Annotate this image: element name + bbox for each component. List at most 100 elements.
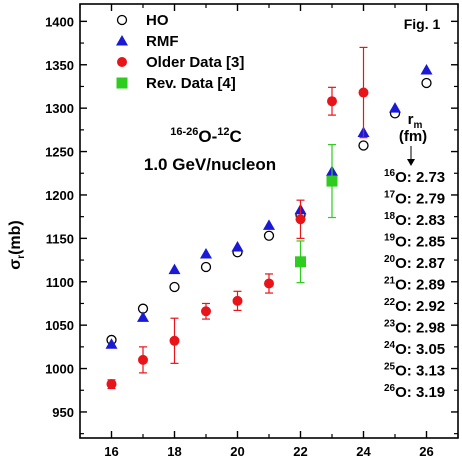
radius-entry: 19O: 2.85	[384, 233, 445, 251]
legend-marker	[116, 77, 128, 89]
y-tick-label: 1400	[45, 14, 74, 29]
radius-mass-number: 17	[384, 190, 396, 201]
y-tick-label: 1050	[45, 318, 74, 333]
data-point	[105, 338, 118, 349]
x-tick-label: 16	[104, 444, 118, 459]
data-point	[327, 96, 337, 107]
data-point	[231, 241, 244, 252]
radius-mass-number: 21	[384, 276, 396, 287]
reaction-title: 16-26O-12C	[170, 126, 242, 146]
fig-label: Fig. 1	[404, 16, 441, 32]
legend-marker	[117, 57, 127, 67]
x-tick-label: 22	[293, 444, 307, 459]
rm-header: rm	[408, 111, 423, 131]
data-point	[358, 87, 369, 98]
radius-value: O: 3.13	[395, 363, 445, 380]
data-point	[169, 281, 180, 293]
radius-value: O: 2.89	[395, 277, 445, 294]
rm-arrow-head	[407, 159, 415, 166]
data-point	[420, 63, 433, 75]
data-point	[326, 175, 338, 187]
data-point	[200, 261, 212, 273]
data-point	[201, 306, 211, 317]
x-tick-label: 18	[167, 444, 181, 459]
x-tick-label: 26	[419, 444, 433, 459]
radius-entry: 18O: 2.83	[384, 211, 445, 229]
radius-entry: 17O: 2.79	[384, 190, 445, 208]
legend-label: Rev. Data [4]	[146, 75, 236, 92]
radius-value: O: 2.92	[395, 298, 445, 315]
radius-mass-number: 22	[384, 297, 396, 308]
data-point	[263, 219, 275, 230]
y-tick-label: 1000	[45, 362, 74, 377]
beam-energy: 1.0 GeV/nucleon	[144, 155, 276, 174]
x-tick-label: 20	[230, 444, 244, 459]
data-point	[106, 379, 117, 390]
data-point	[137, 311, 149, 322]
radius-value: O: 2.87	[395, 255, 445, 272]
radius-mass-number: 25	[384, 362, 396, 373]
radius-mass-number: 23	[384, 319, 396, 330]
series-older-data-3	[106, 46, 369, 390]
y-tick-label: 1350	[45, 58, 74, 73]
radius-value: O: 2.85	[395, 234, 445, 251]
data-point	[421, 77, 432, 89]
y-tick-label: 950	[52, 405, 74, 420]
tick-labels-layer: 16 18 20 22 24 26 950 1000 1050 1100 1150 1200 1250 1…	[45, 14, 434, 459]
y-tick-label: 1200	[45, 188, 74, 203]
legend-marker	[116, 35, 128, 46]
radius-mass-number: 20	[384, 254, 396, 265]
reaction-target-mass: 12	[217, 126, 229, 138]
plot-frame	[79, 3, 459, 439]
radius-entry: 23O: 2.98	[384, 319, 445, 337]
data-point	[389, 102, 401, 113]
data-point	[138, 354, 148, 365]
radius-value: O: 2.79	[395, 191, 445, 208]
radius-entry: 25O: 3.13	[384, 362, 445, 380]
data-point	[358, 140, 369, 151]
reaction-target: C	[230, 127, 242, 146]
radius-entry: 16O: 2.73	[384, 168, 445, 186]
radius-mass-number: 26	[384, 383, 396, 394]
series-ho	[106, 77, 432, 346]
y-tick-label: 1100	[46, 275, 74, 290]
radius-mass-number: 18	[384, 211, 396, 222]
rm-unit: (fm)	[399, 128, 427, 145]
radius-mass-number: 19	[384, 233, 396, 244]
legend-label: RMF	[146, 33, 179, 50]
x-tick-label: 24	[356, 444, 371, 459]
series-rev-data-4	[295, 144, 338, 284]
radius-entry: 24O: 3.05	[384, 340, 445, 358]
radius-mass-number: 16	[384, 168, 396, 179]
radius-entry: 22O: 2.92	[384, 297, 445, 315]
data-point	[295, 214, 306, 225]
data-point	[264, 278, 274, 289]
legend-marker	[116, 14, 128, 26]
radius-value: O: 3.05	[395, 341, 445, 358]
data-point	[169, 335, 180, 346]
data-point	[168, 263, 181, 275]
radius-value: O: 2.73	[395, 169, 445, 186]
legend-label: HO	[146, 12, 169, 29]
reaction-projectile: O-	[198, 127, 217, 146]
y-axis-label: σr(mb)	[7, 220, 27, 270]
radius-value: O: 2.98	[395, 320, 445, 337]
radius-entry: 26O: 3.19	[384, 383, 445, 401]
data-point	[263, 230, 275, 241]
data-point	[295, 256, 306, 268]
radius-mass-number: 24	[384, 340, 396, 351]
radius-value: O: 2.83	[395, 212, 445, 229]
radius-value: O: 3.19	[395, 384, 445, 401]
reaction-mass-range: 16-26	[170, 126, 198, 138]
radius-entry: 20O: 2.87	[384, 254, 445, 272]
y-tick-label: 1250	[45, 145, 74, 160]
data-layer	[105, 46, 433, 390]
y-tick-label: 1300	[45, 101, 74, 116]
radius-entry: 21O: 2.89	[384, 276, 445, 294]
legend: HO RMF Older Data [3] Rev. Data [4]	[116, 12, 244, 92]
legend-label: Older Data [3]	[146, 54, 244, 71]
y-tick-label: 1150	[46, 231, 74, 246]
data-point	[232, 295, 243, 306]
